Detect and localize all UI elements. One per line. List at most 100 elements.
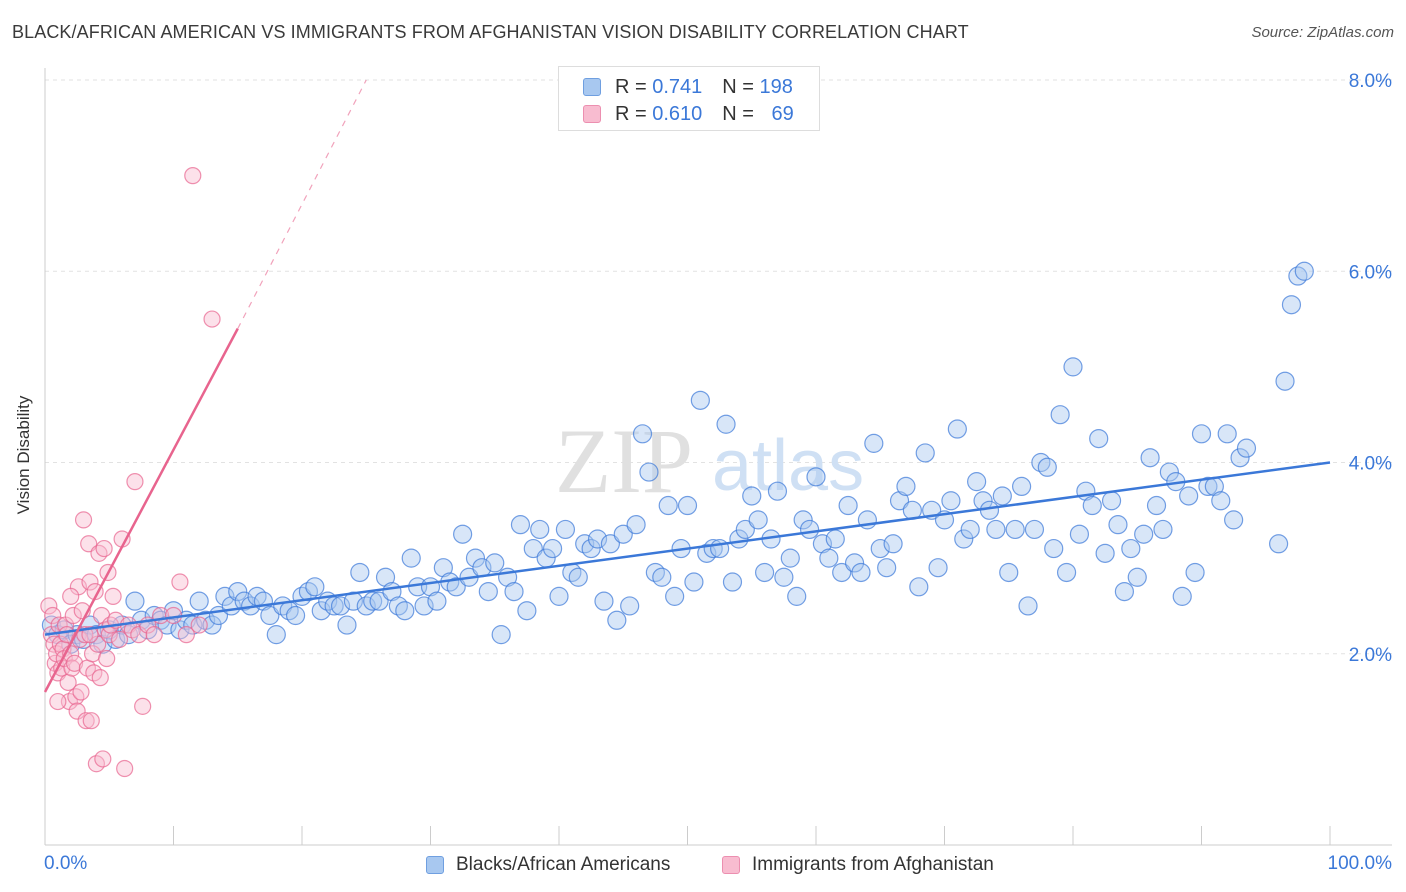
point-blacks (799, 519, 820, 540)
trend-lines (43, 79, 1331, 693)
point-blacks (1294, 261, 1314, 281)
point-blacks (600, 534, 621, 554)
legend-r-label: R = (615, 75, 647, 98)
x-tick-label-min: 0.0% (44, 853, 87, 874)
trend-line-blacks (44, 461, 1331, 636)
point-blacks (639, 462, 659, 482)
point-blacks (542, 538, 563, 559)
point-blacks (1134, 524, 1154, 544)
legend-n-label: N = (722, 75, 754, 98)
point-blacks (877, 558, 897, 578)
point-blacks (947, 419, 967, 439)
point-blacks (844, 553, 865, 573)
point-blacks (337, 615, 357, 635)
point-blacks (485, 553, 505, 573)
point-afghanistan (45, 635, 63, 653)
point-blacks (607, 610, 627, 630)
point-blacks (774, 567, 794, 587)
point-blacks (433, 558, 453, 578)
point-blacks (1230, 448, 1250, 468)
point-blacks (1217, 424, 1237, 444)
point-blacks (1275, 371, 1295, 391)
grid-lines (45, 79, 1392, 655)
point-blacks (748, 510, 768, 530)
point-blacks (722, 572, 743, 592)
point-blacks (260, 605, 280, 626)
point-blacks (1191, 424, 1212, 444)
point-blacks (832, 562, 852, 583)
zipatlas-watermark: ZIP atlas (555, 410, 864, 512)
point-blacks (1172, 586, 1192, 606)
point-blacks (1108, 515, 1128, 535)
point-blacks (285, 605, 306, 626)
point-afghanistan (171, 573, 189, 591)
point-blacks (568, 567, 588, 587)
point-blacks (870, 538, 890, 559)
axes (44, 68, 1392, 846)
point-blacks (1198, 476, 1218, 497)
point-blacks (620, 596, 640, 616)
point-blacks (305, 577, 325, 597)
legend-r-value: 0.741 (652, 75, 703, 98)
point-blacks (954, 529, 974, 549)
point-blacks (266, 625, 286, 645)
point-blacks (1069, 524, 1090, 544)
point-blacks (215, 586, 235, 606)
point-blacks (806, 467, 826, 487)
point-afghanistan (116, 759, 134, 778)
point-afghanistan (95, 539, 113, 558)
legend-n-value: 198 (759, 75, 793, 98)
point-blacks (1185, 562, 1205, 583)
point-blacks (523, 538, 543, 559)
point-blacks (491, 625, 511, 645)
point-afghanistan (98, 649, 116, 668)
point-afghanistan (82, 712, 100, 730)
point-afghanistan (110, 630, 129, 649)
x-tick-label-max: 100.0% (1328, 853, 1393, 874)
point-blacks (632, 424, 653, 444)
point-blacks (767, 481, 788, 501)
point-afghanistan (104, 587, 122, 605)
point-afghanistan (94, 750, 112, 768)
y-tick-label: 2.0% (1349, 645, 1392, 666)
point-blacks (453, 524, 473, 544)
point-blacks (375, 567, 396, 587)
y-tick-label: 4.0% (1349, 454, 1392, 475)
point-blacks (125, 591, 145, 611)
point-afghanistan (90, 544, 108, 562)
point-blacks (677, 495, 698, 516)
point-blacks (1018, 596, 1038, 616)
legend-swatch-blue (583, 78, 601, 96)
point-blacks (716, 414, 736, 434)
point-afghanistan (44, 606, 62, 625)
point-blacks (1089, 428, 1109, 449)
y-tick-label: 6.0% (1349, 262, 1392, 283)
point-blacks (1037, 457, 1057, 477)
point-blacks (465, 548, 486, 568)
bottom-legend-swatch-pink (722, 856, 740, 874)
point-blacks (1268, 534, 1289, 554)
legend-n-label: N = (722, 102, 754, 125)
point-afghanistan (64, 606, 82, 625)
point-blacks (369, 591, 389, 611)
point-blacks (665, 586, 685, 606)
point-afghanistan (65, 654, 84, 672)
legend-r-value: 0.610 (652, 102, 703, 125)
point-blacks (742, 486, 762, 506)
point-blacks (202, 615, 222, 635)
point-blacks (189, 591, 209, 611)
point-blacks (896, 476, 916, 497)
point-blacks (363, 591, 383, 611)
point-blacks (350, 562, 370, 583)
point-blacks (1211, 491, 1231, 511)
bottom-legend-afghanistan: Immigrants from Afghanistan (722, 852, 994, 878)
point-blacks (851, 562, 871, 583)
point-blacks (690, 390, 710, 410)
point-blacks (626, 515, 646, 535)
point-blacks (1121, 538, 1141, 559)
point-afghanistan (77, 712, 95, 730)
legend-row-afghanistan: R = 0.610 N = 69 (583, 102, 794, 126)
point-blacks (1011, 476, 1032, 497)
point-blacks (825, 529, 845, 549)
